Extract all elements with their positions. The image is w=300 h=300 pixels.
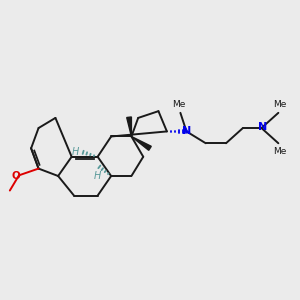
Text: N: N [258,122,267,132]
Text: Me: Me [172,100,185,109]
Text: O: O [11,171,20,181]
Text: H: H [94,171,101,181]
Text: H: H [72,147,79,158]
Text: N: N [182,126,191,136]
Text: Me: Me [273,100,287,109]
Text: Me: Me [273,147,287,156]
Polygon shape [131,136,151,150]
Polygon shape [127,117,131,136]
